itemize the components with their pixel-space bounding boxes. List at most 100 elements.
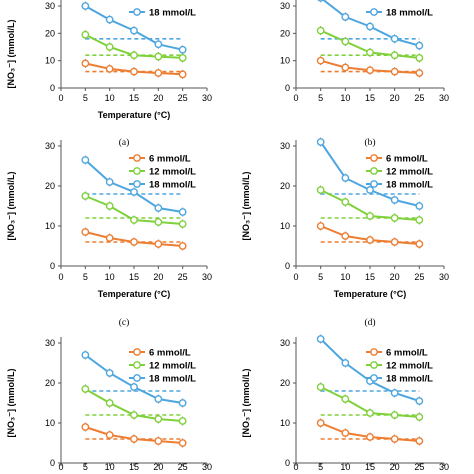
legend-label: 6 mmol/L [386, 154, 428, 165]
data-point [366, 22, 374, 31]
x-tick-label: 25 [178, 462, 188, 472]
x-tick-label: 25 [414, 462, 424, 472]
data-point [178, 54, 187, 62]
legend-label: 6 mmol/L [386, 348, 428, 359]
data-point [154, 204, 163, 212]
legend-label: 18 mmol/L [386, 8, 433, 19]
data-point [415, 397, 424, 405]
data-point [178, 208, 187, 216]
data-point [130, 411, 138, 419]
data-point [130, 216, 138, 224]
x-tick-label: 20 [390, 272, 400, 282]
data-point [316, 335, 325, 343]
legend-label: 12 mmol/L [386, 167, 433, 178]
y-tick-label: 10 [45, 221, 55, 231]
data-point [366, 186, 374, 194]
data-point [415, 41, 424, 50]
data-point [81, 59, 90, 68]
data-point [105, 369, 114, 377]
data-point [415, 69, 424, 77]
x-tick-label: 0 [293, 272, 298, 282]
x-tick-label: 20 [153, 462, 163, 472]
y-tick-label: 10 [45, 56, 55, 66]
data-point [316, 56, 325, 65]
x-tick-label: 10 [340, 272, 350, 282]
data-point [341, 198, 350, 206]
data-point [130, 51, 138, 60]
x-tick-label: 20 [390, 93, 400, 103]
data-point [178, 45, 187, 54]
data-point [366, 66, 374, 75]
data-point [341, 13, 350, 21]
x-axis-title: Temperature (°C) [98, 110, 170, 120]
y-tick-label: 10 [280, 418, 290, 428]
legend-label: 12 mmol/L [149, 167, 196, 178]
legend-marker [133, 348, 141, 356]
y-tick-label: 30 [45, 338, 55, 348]
data-point [154, 52, 163, 61]
y-tick-label: 20 [280, 28, 290, 38]
data-point [178, 399, 187, 407]
x-tick-label: 0 [58, 93, 63, 103]
data-point [317, 0, 324, 2]
legend-marker [370, 348, 378, 356]
x-tick-label: 15 [129, 93, 139, 103]
y-tick-label: 0 [285, 261, 290, 271]
y-tick-label: 20 [280, 378, 290, 388]
data-point [130, 188, 138, 196]
data-point [390, 67, 399, 76]
data-point [105, 64, 114, 73]
y-axis-title: [NO₃⁻] (mmol/L) [241, 172, 251, 241]
data-point [415, 437, 424, 445]
data-point [178, 417, 187, 425]
data-point [178, 70, 187, 79]
data-point [81, 2, 90, 10]
legend-label: 12 mmol/L [149, 361, 196, 372]
y-tick-label: 20 [45, 28, 55, 38]
data-point [105, 178, 114, 186]
x-tick-label: 15 [129, 462, 139, 472]
data-point [415, 413, 424, 421]
legend-marker [370, 8, 378, 16]
x-tick-label: 30 [439, 462, 449, 472]
y-tick-label: 0 [285, 83, 290, 93]
data-point [341, 37, 350, 46]
data-point [341, 63, 350, 72]
legend-marker [370, 361, 378, 369]
data-point [81, 192, 90, 200]
y-tick-label: 0 [50, 83, 55, 93]
legend-marker [370, 374, 378, 382]
data-point [341, 174, 350, 182]
panel-caption: (b) [364, 137, 375, 148]
x-tick-label: 10 [105, 93, 115, 103]
x-tick-label: 5 [83, 272, 88, 282]
x-tick-label: 25 [414, 272, 424, 282]
data-point [178, 220, 187, 228]
x-tick-label: 30 [202, 272, 212, 282]
data-point [415, 54, 424, 62]
data-point [105, 15, 114, 24]
data-point [154, 437, 163, 445]
x-tick-label: 10 [340, 462, 350, 472]
data-point [105, 202, 114, 210]
x-tick-label: 0 [58, 462, 63, 472]
x-tick-label: 10 [105, 462, 115, 472]
x-tick-label: 25 [178, 93, 188, 103]
data-point [154, 240, 163, 248]
data-point [154, 395, 163, 403]
data-point [154, 218, 163, 226]
data-point [415, 216, 424, 224]
data-point [415, 202, 424, 210]
data-point [81, 423, 90, 431]
legend-label: 12 mmol/L [386, 361, 433, 372]
x-tick-label: 5 [318, 93, 323, 103]
x-tick-label: 5 [83, 462, 88, 472]
y-tick-label: 10 [280, 221, 290, 231]
panel-caption: (a) [119, 137, 130, 148]
y-tick-label: 30 [280, 1, 290, 11]
data-point [130, 238, 138, 246]
legend-label: 6 mmol/L [149, 348, 191, 359]
data-point [130, 383, 138, 391]
data-point [366, 433, 374, 441]
data-point [130, 67, 138, 76]
